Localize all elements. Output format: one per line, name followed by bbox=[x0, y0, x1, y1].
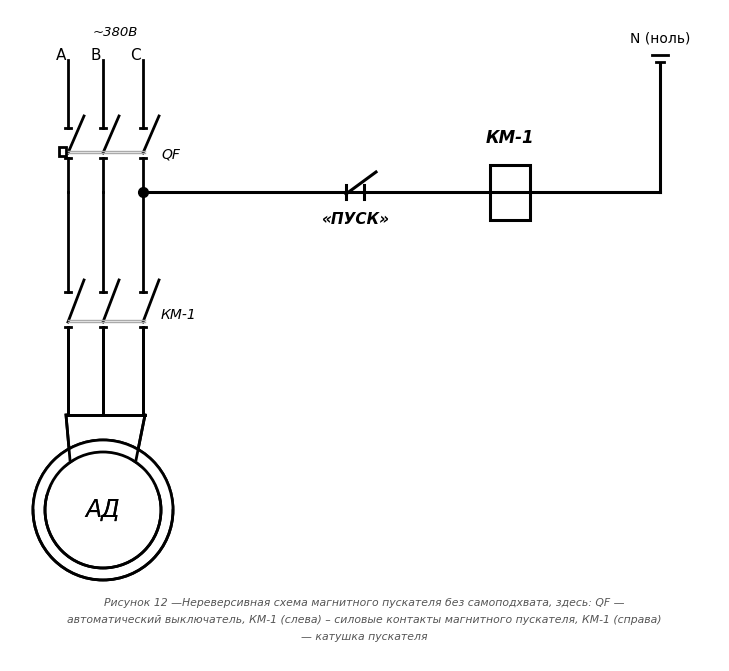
Polygon shape bbox=[33, 440, 173, 510]
Text: автоматический выключатель, КМ-1 (слева) – силовые контакты магнитного пускателя: автоматический выключатель, КМ-1 (слева)… bbox=[67, 615, 661, 625]
Text: КМ-1: КМ-1 bbox=[486, 129, 534, 147]
Text: КМ-1: КМ-1 bbox=[161, 308, 197, 322]
Text: — катушка пускателя: — катушка пускателя bbox=[301, 632, 427, 642]
Text: B: B bbox=[90, 48, 101, 62]
Text: АД: АД bbox=[86, 498, 120, 522]
Text: QF: QF bbox=[161, 148, 180, 162]
Text: N (ноль): N (ноль) bbox=[630, 31, 690, 45]
Text: Рисунок 12 —Нереверсивная схема магнитного пускателя без самоподхвата, здесь: QF: Рисунок 12 —Нереверсивная схема магнитно… bbox=[104, 598, 624, 608]
Bar bbox=[59, 146, 66, 156]
Text: A: A bbox=[55, 48, 66, 62]
Text: «ПУСК»: «ПУСК» bbox=[321, 213, 389, 227]
Text: C: C bbox=[130, 48, 141, 62]
Text: ~380В: ~380В bbox=[93, 25, 138, 38]
Bar bbox=[490, 164, 530, 219]
Text: АД: АД bbox=[86, 498, 120, 522]
